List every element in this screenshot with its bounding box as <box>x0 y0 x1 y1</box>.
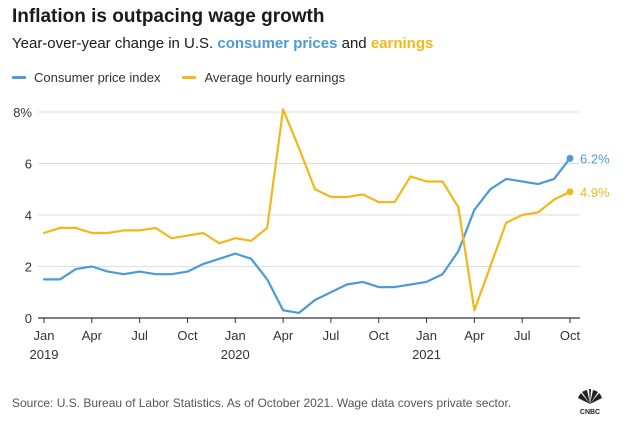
subtitle-earnings-highlight: earnings <box>370 35 434 52</box>
x-tick-label: Jan <box>34 328 55 343</box>
peacock-icon: CNBC <box>578 388 602 416</box>
y-tick-label: 4 <box>25 208 32 223</box>
series-end-label-cpi: 6.2% <box>580 151 610 166</box>
chart-title: Inflation is outpacing wage growth <box>12 6 325 27</box>
logo-text: CNBC <box>580 409 600 416</box>
x-tick-label: Oct <box>369 328 390 343</box>
legend-item-earnings: Average hourly earnings <box>182 70 345 85</box>
cnbc-logo: CNBC <box>570 378 610 418</box>
x-tick-label: Jul <box>131 328 148 343</box>
x-tick-label: Jan <box>225 328 246 343</box>
subtitle-cpi-highlight: consumer prices <box>217 35 338 52</box>
x-tick-label: Jan <box>416 328 437 343</box>
x-tick-label: Jul <box>514 328 531 343</box>
y-tick-label: 2 <box>25 260 32 275</box>
source-note: Source: U.S. Bureau of Labor Statistics.… <box>12 396 512 410</box>
x-tick-label: Apr <box>82 328 103 343</box>
x-tick-year-label: 2020 <box>221 347 250 362</box>
legend-label-cpi: Consumer price index <box>34 70 161 85</box>
y-tick-label: 6 <box>25 157 32 172</box>
y-tick-label: 0 <box>25 311 32 326</box>
x-tick-label: Jul <box>323 328 340 343</box>
subtitle-prefix: Year-over-year change in U.S. <box>12 35 218 52</box>
x-tick-label: Apr <box>464 328 485 343</box>
x-tick-year-label: 2019 <box>30 347 59 362</box>
series-end-point-cpi <box>566 154 574 162</box>
x-tick-label: Oct <box>177 328 198 343</box>
legend-item-cpi: Consumer price index <box>12 70 160 85</box>
series-line-cpi <box>42 157 572 314</box>
subtitle-join: and <box>337 35 371 52</box>
x-tick-label: Oct <box>560 328 581 343</box>
legend-swatch-cpi <box>12 76 26 79</box>
chart-legend: Consumer price index Average hourly earn… <box>12 70 367 85</box>
series-line-earnings <box>42 108 572 312</box>
series-end-point-earnings <box>566 188 574 196</box>
x-tick-label: Apr <box>273 328 294 343</box>
series-end-label-earnings: 4.9% <box>580 185 610 200</box>
y-tick-label: 8% <box>13 105 32 120</box>
legend-swatch-earnings <box>182 76 197 79</box>
chart-subtitle: Year-over-year change in U.S. consumer p… <box>12 35 433 52</box>
x-tick-year-label: 2021 <box>412 347 441 362</box>
legend-label-earnings: Average hourly earnings <box>204 70 346 85</box>
